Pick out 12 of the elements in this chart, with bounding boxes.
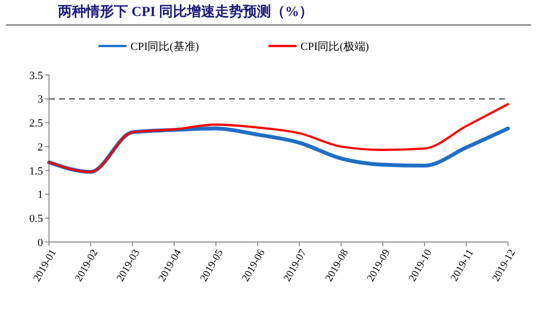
legend-label: CPI同比(极端)	[300, 40, 370, 53]
line-series	[48, 103, 510, 173]
y-tick-label: 0	[38, 236, 44, 249]
y-tick-label: 3	[38, 94, 44, 106]
y-tick-label: 2.5	[29, 118, 44, 130]
y-tick-label: 3.5	[29, 70, 44, 82]
y-tick-label: 2	[38, 141, 43, 154]
legend-label: CPI同比(基准)	[130, 40, 200, 53]
y-tick-label: 0.5	[29, 212, 44, 225]
chart-title: 两种情形下 CPI 同比增速走势预测（%）	[57, 4, 314, 20]
y-tick-label: 1	[38, 189, 43, 202]
y-tick-label: 1.5	[29, 165, 44, 178]
